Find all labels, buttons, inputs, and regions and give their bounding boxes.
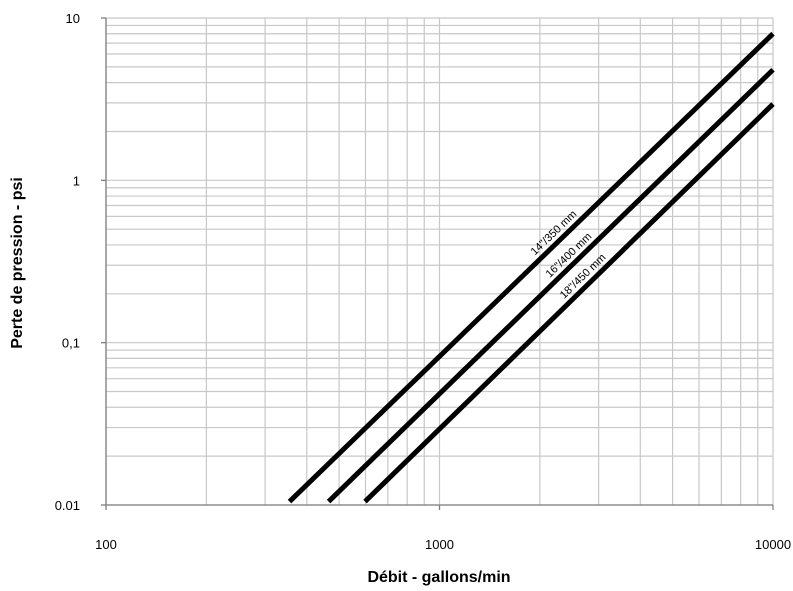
x-axis-title: Débit - gallons/min (367, 569, 510, 586)
series-line (363, 102, 775, 504)
y-tick-label: 1 (73, 173, 80, 188)
x-tick-label: 1000 (425, 537, 454, 552)
y-tick-label: 10 (66, 11, 80, 26)
series-line (326, 67, 775, 504)
y-tick-label: 0.01 (55, 498, 80, 513)
x-tick-label: 10000 (755, 537, 791, 552)
y-tick-label: 0,1 (62, 336, 80, 351)
tick-labels: 0.01 0,1 1 10 100 1000 10000 (55, 11, 791, 552)
grid (101, 17, 774, 510)
x-tick-label: 100 (95, 537, 117, 552)
series-line (287, 31, 775, 504)
y-axis-title: Perte de pression - psi (9, 177, 26, 349)
